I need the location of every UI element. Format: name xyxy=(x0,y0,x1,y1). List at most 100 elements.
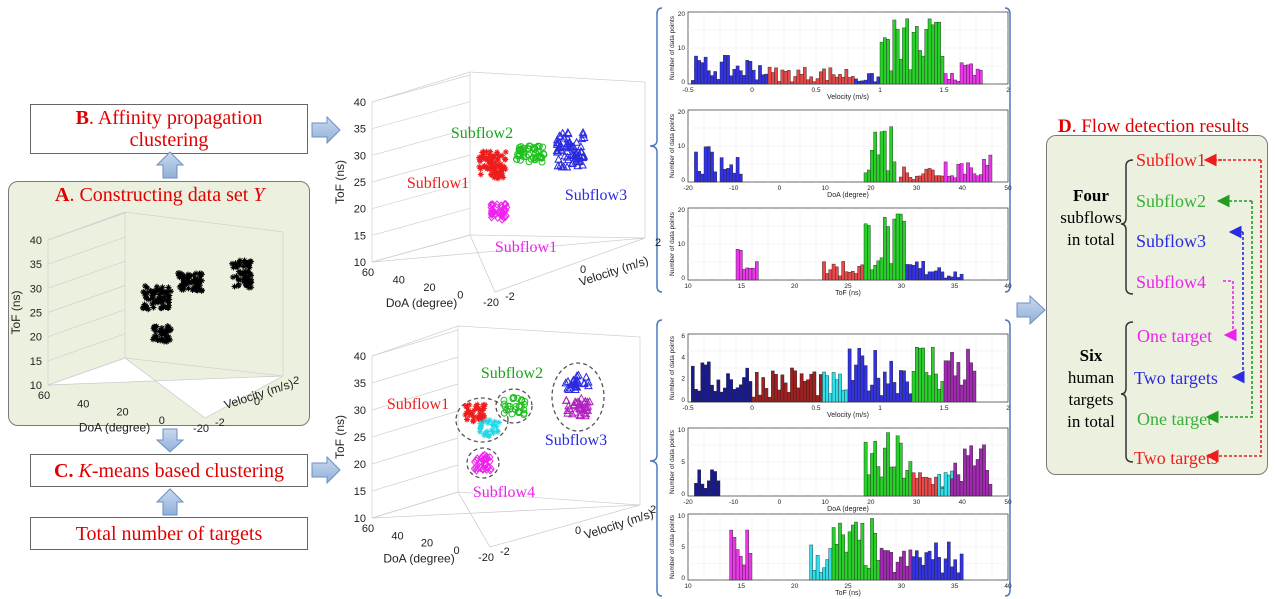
point xyxy=(157,305,164,312)
point xyxy=(150,299,157,306)
point xyxy=(236,257,243,264)
bar xyxy=(735,157,740,183)
point xyxy=(561,378,571,387)
x-tick--20: -20 xyxy=(683,499,693,506)
bar xyxy=(819,374,823,403)
bar xyxy=(745,367,749,403)
arrow-a-to-b xyxy=(155,151,185,179)
point xyxy=(514,150,522,158)
bar xyxy=(982,158,986,183)
bar xyxy=(889,466,893,497)
bar xyxy=(716,480,721,497)
bar xyxy=(876,154,881,183)
bar xyxy=(703,488,708,497)
back-right xyxy=(457,491,641,506)
bar xyxy=(918,557,922,581)
y-tick-0: 0 xyxy=(681,79,685,86)
point xyxy=(164,304,171,311)
bar xyxy=(761,377,765,403)
bar xyxy=(691,80,695,85)
bar xyxy=(873,533,877,581)
y-axis-label: Number of data points xyxy=(669,514,676,579)
x-tick-20: 20 xyxy=(423,282,435,294)
point xyxy=(235,277,242,284)
bar xyxy=(860,522,865,581)
point xyxy=(481,401,488,408)
bar xyxy=(803,380,807,403)
bar xyxy=(953,462,957,497)
d-target3: One target xyxy=(1137,409,1213,429)
x-tick-25: 25 xyxy=(844,283,852,290)
bar xyxy=(895,28,900,85)
point xyxy=(155,299,162,306)
point xyxy=(500,409,508,417)
point xyxy=(469,412,476,419)
d-subflow3: Subflow3 xyxy=(1136,231,1207,251)
point xyxy=(495,162,502,169)
point xyxy=(561,395,571,404)
bar xyxy=(748,553,753,581)
bar xyxy=(934,270,938,281)
bar xyxy=(732,68,737,85)
bar xyxy=(883,447,887,497)
y-tick--2: -2 xyxy=(500,546,510,558)
bar xyxy=(812,81,817,85)
point xyxy=(158,324,165,331)
bar xyxy=(745,60,749,85)
point xyxy=(488,208,496,218)
point xyxy=(499,166,506,173)
point xyxy=(165,333,172,340)
point xyxy=(158,336,165,343)
cluster-c-purple xyxy=(561,393,594,420)
z-grid xyxy=(371,207,471,236)
bar xyxy=(854,78,858,85)
point xyxy=(156,291,163,298)
point xyxy=(243,282,250,289)
point xyxy=(564,384,573,394)
bar xyxy=(921,347,925,403)
bar xyxy=(854,364,858,403)
six-targets-label: Six human targets in total xyxy=(1067,346,1115,431)
point xyxy=(466,401,473,408)
bar xyxy=(828,269,833,281)
point xyxy=(464,416,471,423)
bar xyxy=(831,74,836,85)
z-tick-10: 10 xyxy=(30,380,42,392)
contour-subflow4 xyxy=(466,447,500,479)
point xyxy=(497,207,505,217)
plot-b-label-subflow2: Subflow2 xyxy=(451,125,513,142)
point xyxy=(165,323,172,330)
bar xyxy=(969,63,973,85)
bar xyxy=(915,261,919,281)
bar xyxy=(947,474,951,497)
d-subflow1: Subflow1 xyxy=(1136,150,1207,170)
bar xyxy=(835,544,839,581)
x-axis-label: ToF (ns) xyxy=(835,590,861,597)
point xyxy=(576,410,586,419)
bar xyxy=(889,126,893,183)
bar xyxy=(828,548,833,581)
bar xyxy=(911,472,916,497)
z-tick-30: 30 xyxy=(354,405,366,417)
bar xyxy=(972,465,977,497)
bar xyxy=(748,61,753,85)
contour-subflow3 xyxy=(551,362,605,432)
x-tick-25: 25 xyxy=(844,583,852,590)
bar xyxy=(790,367,794,403)
bar xyxy=(959,163,964,183)
bar xyxy=(863,79,868,85)
bars xyxy=(729,518,964,581)
point xyxy=(574,150,584,159)
bars xyxy=(691,346,977,403)
x-tick-50: 50 xyxy=(1004,499,1012,506)
back-top-right xyxy=(457,325,641,338)
point xyxy=(181,281,188,288)
bar xyxy=(771,72,775,85)
bar xyxy=(803,67,807,85)
point xyxy=(470,464,479,474)
x-tick--0.5: -0.5 xyxy=(682,87,694,94)
z-grid xyxy=(47,309,126,337)
point xyxy=(246,262,253,269)
bar xyxy=(886,39,890,85)
point xyxy=(248,258,255,265)
